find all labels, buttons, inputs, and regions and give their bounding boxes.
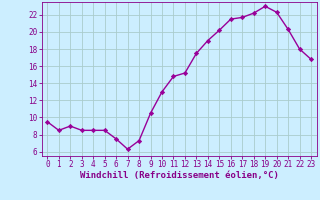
X-axis label: Windchill (Refroidissement éolien,°C): Windchill (Refroidissement éolien,°C) [80, 171, 279, 180]
